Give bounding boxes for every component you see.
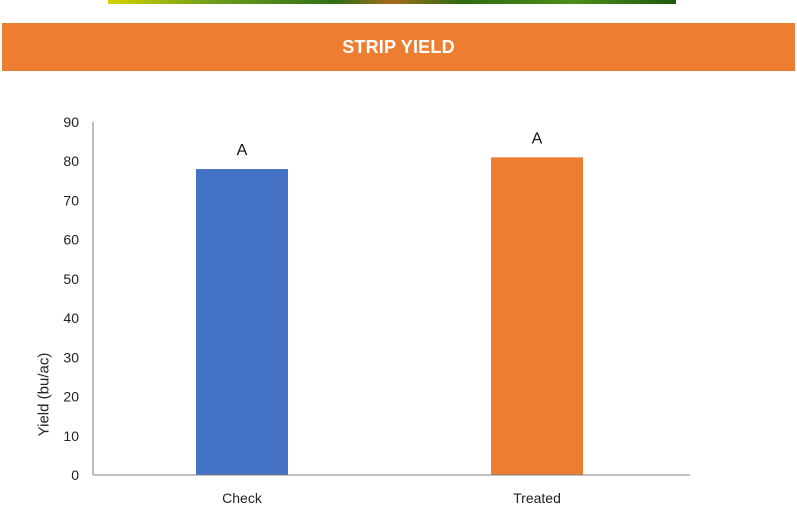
y-tick-label: 0 (71, 467, 79, 483)
x-tick-label-treated: Treated (513, 490, 561, 506)
data-labels-group: AA (237, 130, 543, 159)
y-tick-label: 70 (63, 192, 79, 208)
data-label-check: A (237, 142, 248, 159)
bar-check (196, 169, 288, 476)
decorative-top-strip (108, 0, 676, 4)
y-tick-label: 90 (63, 114, 79, 130)
bars-group (196, 157, 583, 476)
y-tick-label: 80 (63, 153, 79, 169)
y-tick-label: 30 (63, 349, 79, 365)
y-axis-title: Yield (bu/ac) (35, 352, 53, 437)
y-tick-label: 40 (63, 310, 79, 326)
data-label-treated: A (532, 130, 543, 147)
y-tick-label: 50 (63, 271, 79, 287)
page-title: STRIP YIELD (342, 37, 455, 57)
x-tick-label-check: Check (222, 490, 263, 506)
x-axis-label-group: Check Treated (222, 490, 561, 506)
y-tick-label: 10 (63, 428, 79, 444)
bar-treated (491, 157, 583, 476)
y-tick-label: 60 (63, 232, 79, 248)
page-title-banner: STRIP YIELD (2, 23, 795, 71)
y-tick-label: 20 (63, 389, 79, 405)
y-axis-tick-group: 0 10 20 30 40 50 60 70 80 90 (63, 114, 79, 483)
